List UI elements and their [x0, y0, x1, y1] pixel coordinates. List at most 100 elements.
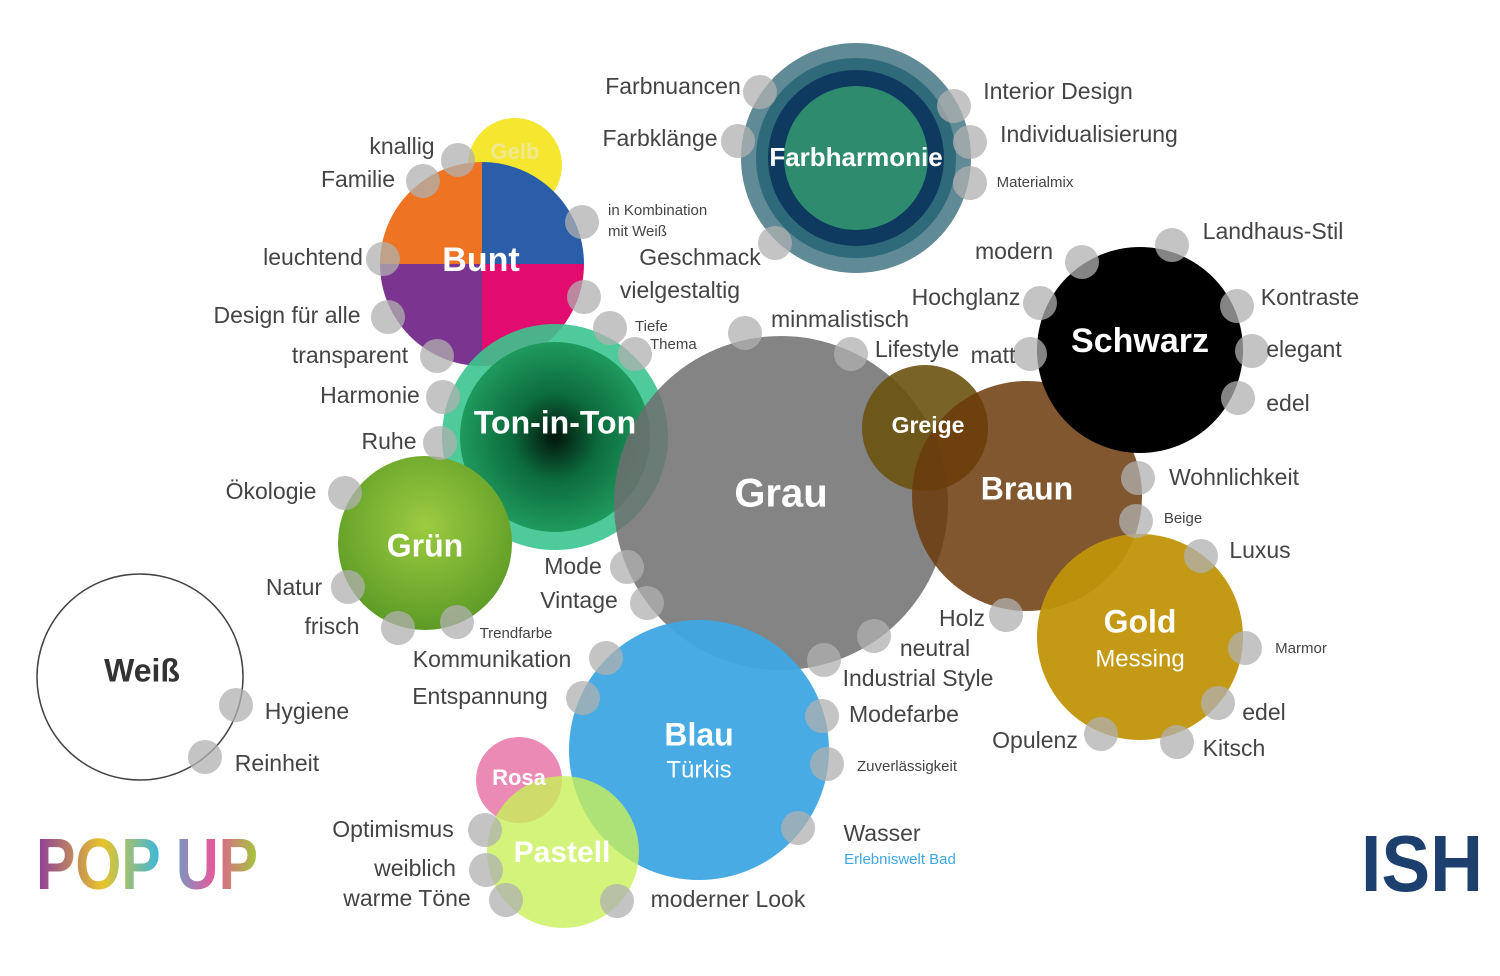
- keyword: matt: [971, 342, 1016, 368]
- dot: [567, 280, 601, 314]
- dot: [489, 883, 523, 917]
- dot: [1220, 289, 1254, 323]
- bubbles: [36, 43, 1243, 928]
- keyword: Farbnuancen: [605, 73, 741, 99]
- dot: [1065, 245, 1099, 279]
- bubble-label: Grau: [734, 472, 827, 516]
- bubble: [487, 776, 639, 928]
- keyword: edel: [1266, 390, 1309, 416]
- dot: [834, 337, 868, 371]
- keyword: Hochglanz: [912, 284, 1021, 310]
- dot: [593, 311, 627, 345]
- keyword: Ökologie: [226, 478, 317, 504]
- labels: Farbharmonie Gelb Bunt Ton-in-Ton Grün Grau Gr…: [36, 73, 1483, 912]
- keyword: Reinheit: [235, 750, 320, 776]
- dot: [423, 426, 457, 460]
- dot: [426, 380, 460, 414]
- keyword: edel: [1242, 699, 1285, 725]
- dot: [1201, 686, 1235, 720]
- keyword: transparent: [292, 342, 409, 368]
- bubble-label: Greige: [892, 412, 965, 438]
- connector-dots: [188, 75, 1269, 918]
- bubble-label: Weiß: [104, 652, 180, 688]
- dot: [989, 598, 1023, 632]
- dot: [188, 740, 222, 774]
- dot: [810, 747, 844, 781]
- bubble-segment: [482, 162, 584, 264]
- footnote: Erlebniswelt Bad: [844, 851, 956, 868]
- keyword: Ruhe: [362, 428, 417, 454]
- bubble-label: Schwarz: [1071, 322, 1209, 360]
- keyword: Kontraste: [1261, 284, 1359, 310]
- dot: [630, 586, 664, 620]
- keyword: Entspannung: [412, 683, 548, 709]
- bubble-label: Farbharmonie: [769, 142, 942, 172]
- keyword: in Kombination: [608, 202, 707, 219]
- keyword: Kommunikation: [413, 646, 572, 672]
- bubble: [338, 456, 512, 630]
- dot: [721, 124, 755, 158]
- dot: [219, 688, 253, 722]
- keyword: Geschmack: [639, 244, 761, 270]
- logo-right: ISH: [1361, 819, 1483, 908]
- keyword: Holz: [939, 605, 985, 631]
- dot: [781, 811, 815, 845]
- dot: [953, 125, 987, 159]
- bubble: [1037, 534, 1243, 740]
- keyword: frisch: [305, 613, 360, 639]
- keyword: Thema: [650, 336, 697, 353]
- bubble-label: Pastell: [514, 836, 611, 869]
- dot: [440, 605, 474, 639]
- dot: [441, 143, 475, 177]
- keyword: Vintage: [540, 587, 618, 613]
- dot: [1023, 286, 1057, 320]
- dot: [1119, 504, 1153, 538]
- keyword: Individualisierung: [1000, 121, 1178, 147]
- keyword: Interior Design: [983, 78, 1133, 104]
- bubble-label: Braun: [981, 470, 1073, 506]
- keyword: modern: [975, 238, 1053, 264]
- dot: [566, 681, 600, 715]
- dot: [743, 75, 777, 109]
- keyword: leuchtend: [263, 244, 363, 270]
- keyword: Lifestyle: [875, 336, 959, 362]
- keyword: Modefarbe: [849, 701, 959, 727]
- keyword: Wohnlichkeit: [1169, 464, 1300, 490]
- bubble-label: Ton-in-Ton: [474, 404, 636, 440]
- keyword: Opulenz: [992, 727, 1078, 753]
- dot: [953, 166, 987, 200]
- keyword: Farbklänge: [602, 125, 717, 151]
- bubble-label: Blau: [664, 716, 733, 752]
- keyword: vielgestaltig: [620, 277, 740, 303]
- dot: [937, 89, 971, 123]
- keyword: Wasser: [843, 820, 920, 846]
- dot: [565, 205, 599, 239]
- keyword: Optimismus: [332, 816, 453, 842]
- keyword: Familie: [321, 166, 395, 192]
- keyword: Landhaus-Stil: [1203, 218, 1344, 244]
- dot: [366, 242, 400, 276]
- bubble: [1037, 247, 1243, 453]
- dot: [1013, 337, 1047, 371]
- keyword: Hygiene: [265, 698, 349, 724]
- dot: [381, 611, 415, 645]
- bubble-label: Gelb: [491, 139, 540, 164]
- keyword: Zuverlässigkeit: [857, 758, 958, 775]
- keyword: Beige: [1164, 510, 1202, 527]
- keyword: weiblich: [373, 855, 456, 881]
- keyword: Harmonie: [320, 382, 420, 408]
- bubble: [784, 86, 928, 230]
- bubble-segment: [380, 162, 482, 264]
- bubble-label: Gold: [1104, 603, 1177, 639]
- dot: [1228, 631, 1262, 665]
- keyword: neutral: [900, 635, 970, 661]
- keyword: Industrial Style: [843, 665, 994, 691]
- dot: [728, 316, 762, 350]
- keyword: knallig: [369, 133, 434, 159]
- bubble-sublabel: Messing: [1095, 645, 1184, 672]
- dot: [371, 300, 405, 334]
- dot: [1235, 334, 1269, 368]
- dot: [618, 337, 652, 371]
- keyword: elegant: [1266, 336, 1342, 362]
